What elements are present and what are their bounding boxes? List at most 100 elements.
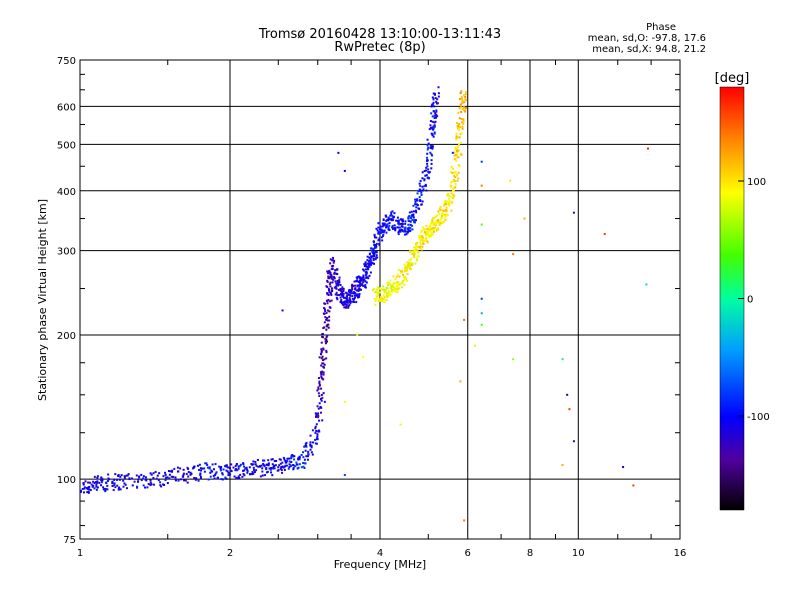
scatter-point: [310, 444, 313, 447]
scatter-point: [90, 483, 93, 486]
scatter-point: [453, 170, 456, 173]
scatter-point: [251, 471, 254, 474]
scatter-point: [420, 193, 423, 196]
scatter-point: [254, 463, 257, 466]
scatter-point: [374, 300, 377, 303]
scatter-point: [95, 488, 98, 491]
scatter-point: [444, 209, 447, 212]
scatter-point: [266, 470, 269, 473]
scatter-point: [350, 290, 353, 293]
scatter-point: [269, 468, 272, 471]
scatter-point: [391, 226, 394, 229]
scatter-point: [331, 259, 334, 262]
scatter-point: [387, 226, 390, 229]
scatter-point: [422, 188, 425, 191]
scatter-point: [286, 457, 289, 460]
scatter-point: [124, 483, 127, 486]
scatter-point: [436, 221, 439, 224]
scatter-point: [425, 174, 428, 177]
scatter-point: [394, 228, 397, 231]
scatter-point: [145, 479, 148, 482]
scatter-point: [358, 288, 361, 291]
scatter-point: [322, 366, 325, 369]
scatter-point: [432, 125, 435, 128]
scatter-point: [375, 297, 378, 300]
scatter-point: [415, 249, 418, 252]
scatter-point: [426, 162, 429, 165]
scatter-point: [87, 490, 90, 493]
scatter-point: [89, 489, 92, 492]
scatter-point: [190, 472, 193, 475]
scatter-point: [328, 271, 331, 274]
scatter-point: [445, 206, 448, 209]
scatter-point: [371, 250, 374, 253]
scatter-point: [263, 464, 266, 467]
scatter-point: [93, 487, 96, 490]
scatter-point: [385, 286, 388, 289]
scatter-point: [345, 291, 348, 294]
scatter-point: [377, 230, 380, 233]
scatter-point: [435, 219, 438, 222]
colorbar-tick-label: -100: [747, 412, 770, 423]
scatter-point: [176, 466, 179, 469]
scatter-point: [416, 255, 419, 258]
scatter-point: [428, 236, 431, 239]
scatter-point: [320, 375, 323, 378]
scatter-point: [461, 127, 464, 130]
scatter-point: [437, 210, 440, 213]
scatter-point: [230, 463, 233, 466]
scatter-point: [402, 273, 405, 276]
scatter-point: [416, 241, 419, 244]
scatter-point: [327, 289, 330, 292]
scatter-point: [420, 248, 423, 251]
scatter-point: [379, 225, 382, 228]
scatter-point: [338, 281, 341, 284]
scatter-point: [359, 280, 362, 283]
scatter-point: [427, 231, 430, 234]
scatter-point: [457, 111, 460, 114]
scatter-point: [252, 460, 255, 463]
scatter-point: [126, 474, 129, 477]
scatter-point: [421, 245, 424, 248]
scatter-point: [197, 479, 200, 482]
y-tick-label: 500: [57, 140, 76, 151]
scatter-point: [416, 259, 419, 262]
scatter-point: [454, 146, 457, 149]
scatter-point: [324, 310, 327, 313]
scatter-point: [420, 191, 423, 194]
scatter-point: [168, 477, 171, 480]
scatter-point: [420, 203, 423, 206]
scatter-point: [332, 256, 335, 259]
scatter-point: [93, 475, 96, 478]
scatter-point: [96, 476, 99, 479]
scatter-point: [430, 159, 433, 162]
scatter-point: [441, 212, 444, 215]
scatter-point: [480, 223, 483, 226]
scatter-point: [167, 470, 170, 473]
scatter-point: [106, 484, 109, 487]
scatter-point: [325, 318, 328, 321]
scatter-point: [123, 476, 126, 479]
scatter-point: [340, 302, 343, 305]
scatter-point: [379, 291, 382, 294]
scatter-point: [371, 289, 374, 292]
scatter-point: [284, 460, 287, 463]
scatter-point: [152, 472, 155, 475]
scatter-point: [424, 183, 427, 186]
scatter-point: [351, 283, 354, 286]
scatter-point: [234, 469, 237, 472]
scatter-point: [420, 238, 423, 241]
scatter-point: [292, 454, 295, 457]
scatter-point: [414, 203, 417, 206]
scatter-point: [199, 473, 202, 476]
scatter-point: [436, 227, 439, 230]
scatter-point: [450, 196, 453, 199]
scatter-point: [320, 341, 323, 344]
scatter-point: [123, 482, 126, 485]
scatter-point: [421, 177, 424, 180]
scatter-point: [227, 471, 230, 474]
scatter-point: [283, 458, 286, 461]
scatter-point: [182, 474, 185, 477]
scatter-point: [101, 478, 104, 481]
scatter-point: [327, 293, 330, 296]
